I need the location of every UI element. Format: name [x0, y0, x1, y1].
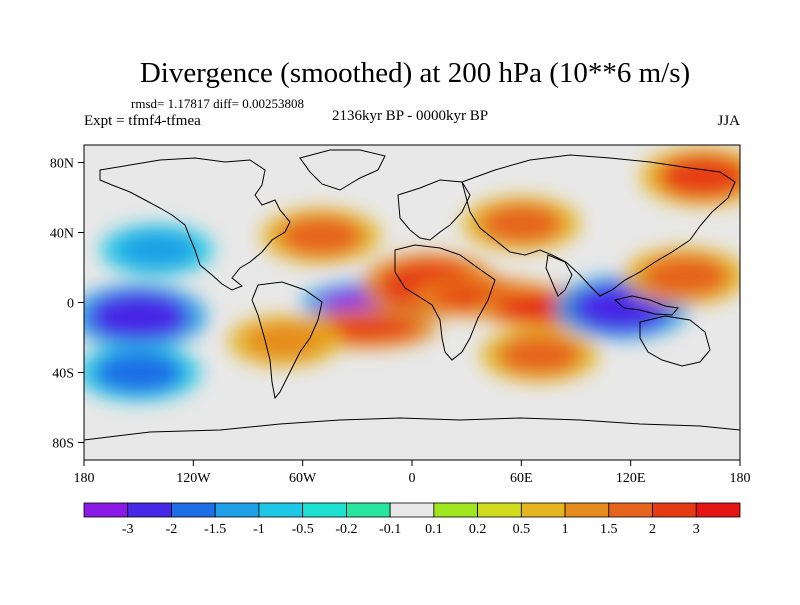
colorbar-swatch	[564, 502, 610, 518]
field-feature	[657, 154, 740, 199]
experiment-label: Expt = tfmf4-tfmea	[84, 113, 201, 129]
colorbar-label: -0.2	[335, 522, 357, 537]
colorbar-swatch	[477, 502, 522, 518]
field-feature	[278, 216, 364, 256]
y-axis: 80N 40N 0 40S 80S	[50, 157, 84, 452]
y-tick-label: 40N	[50, 227, 74, 242]
colorbar-label: 0.5	[513, 522, 531, 537]
field-feature	[498, 335, 582, 375]
divergence-field	[84, 146, 740, 402]
period-label: 2136kyr BP - 0000kyr BP	[332, 108, 488, 124]
colorbar-label: 0.1	[425, 522, 443, 537]
x-tick-label: 0	[409, 471, 416, 486]
stats-label: rmsd= 1.17817 diff= 0.00253808	[131, 96, 304, 111]
colorbar-label: 1.5	[600, 522, 618, 537]
colorbar-swatch	[608, 502, 653, 518]
x-tick-label: 120W	[176, 471, 211, 486]
colorbar-swatch	[302, 502, 347, 518]
coastlines	[84, 149, 740, 441]
plot-area	[84, 145, 740, 460]
y-tick-label: 80N	[50, 157, 74, 172]
colorbar-label: 2	[649, 522, 656, 537]
colorbar-swatch	[127, 502, 172, 518]
colorbar-label: -2	[166, 522, 178, 537]
x-axis: 180 120W 60W 0 60E 120E 180	[74, 460, 751, 486]
colorbar-swatch	[345, 502, 391, 518]
colorbar: -3 -2 -1.5 -1 -0.5 -0.2 -0.1 0.1 0.2 0.5 1 1.5 2 3	[83, 502, 741, 537]
colorbar-swatch	[652, 502, 697, 518]
field-feature	[245, 323, 324, 359]
colorbar-label: -1	[253, 522, 265, 537]
colorbar-swatch	[433, 502, 479, 518]
season-label: JJA	[717, 113, 740, 129]
x-tick-label: 180	[730, 471, 751, 486]
colorbar-label: 0.2	[469, 522, 487, 537]
field-feature	[118, 232, 196, 268]
x-tick-label: 60E	[510, 471, 533, 486]
field-feature	[641, 255, 730, 298]
y-tick-label: 40S	[52, 367, 74, 382]
colorbar-label: -0.5	[292, 522, 314, 537]
colorbar-label: -0.1	[379, 522, 401, 537]
x-tick-label: 180	[74, 471, 95, 486]
field-feature	[313, 316, 420, 341]
colorbar-swatch	[695, 502, 741, 518]
colorbar-label: -3	[122, 522, 134, 537]
x-tick-label: 60W	[289, 471, 317, 486]
x-tick-label: 120E	[616, 471, 646, 486]
colorbar-label: -1.5	[204, 522, 226, 537]
field-feature	[479, 204, 563, 244]
colorbar-swatch	[83, 502, 129, 518]
field-feature	[94, 351, 183, 394]
colorbar-swatch	[171, 502, 216, 518]
y-tick-label: 0	[67, 297, 74, 312]
colorbar-swatch	[214, 502, 260, 518]
colorbar-label: 3	[693, 522, 700, 537]
colorbar-swatch	[389, 502, 435, 518]
colorbar-label: 1	[562, 522, 569, 537]
y-tick-label: 80S	[52, 437, 74, 452]
colorbar-swatch	[520, 502, 566, 518]
field-feature	[88, 292, 190, 341]
colorbar-swatch	[258, 502, 304, 518]
chart-title: Divergence (smoothed) at 200 hPa (10**6 …	[140, 57, 690, 89]
